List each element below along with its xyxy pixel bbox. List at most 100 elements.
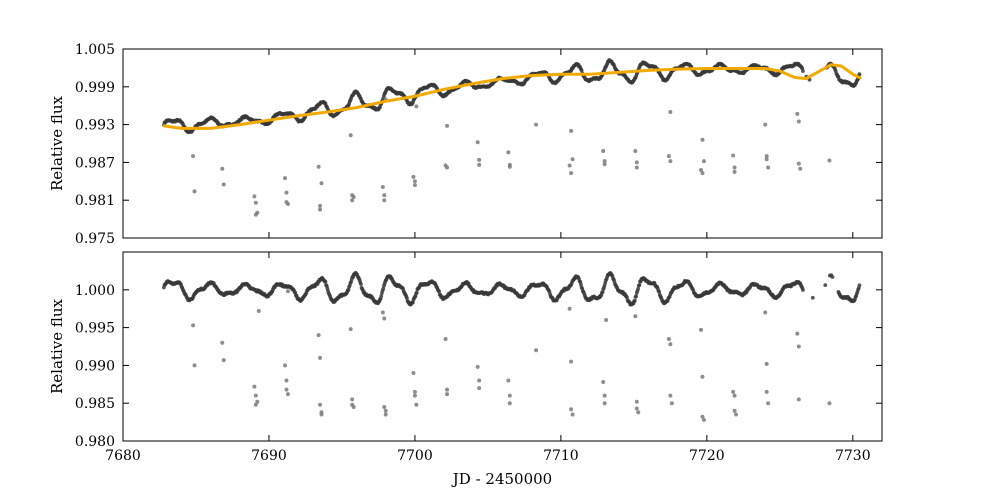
- outlier-point: [763, 310, 768, 315]
- top-panel: 0.975 0.981 0.987 0.993 0.999 1.005 Relative …: [48, 42, 883, 247]
- outlier-point: [701, 417, 706, 422]
- outlier-point: [506, 150, 511, 155]
- y-tick-label: 0.995: [75, 321, 115, 337]
- outlier-point: [601, 380, 606, 385]
- data-point: [379, 294, 384, 299]
- data-point: [810, 295, 815, 300]
- outlier-point: [827, 158, 832, 163]
- outlier-point: [318, 203, 323, 208]
- outlier-point: [732, 393, 737, 398]
- outlier-point: [732, 165, 737, 170]
- outlier-point: [445, 123, 450, 128]
- top-axes-frame: [122, 48, 883, 239]
- outlier-point: [601, 149, 606, 154]
- outlier-point: [477, 157, 482, 162]
- outlier-point: [445, 392, 450, 397]
- data-point: [410, 300, 415, 305]
- outlier-point: [634, 406, 639, 411]
- outlier-point: [636, 410, 641, 415]
- outlier-point: [699, 167, 704, 172]
- outlier-point: [477, 386, 482, 391]
- outlier-point: [666, 336, 671, 341]
- outlier-point: [445, 387, 450, 392]
- outlier-point: [534, 122, 539, 127]
- outlier-point: [507, 393, 512, 398]
- outlier-point: [477, 378, 482, 383]
- top-outlier-points: [191, 97, 832, 217]
- outlier-point: [253, 200, 258, 205]
- bottom-outlier-points: [191, 289, 832, 422]
- data-point: [437, 289, 441, 294]
- data-point: [600, 290, 605, 294]
- outlier-point: [318, 355, 323, 360]
- outlier-point: [668, 159, 673, 164]
- outlier-point: [252, 384, 257, 389]
- outlier-point: [383, 408, 388, 413]
- outlier-point: [414, 104, 419, 109]
- data-point: [632, 298, 637, 303]
- outlier-point: [700, 137, 705, 142]
- outlier-point: [764, 361, 769, 366]
- outlier-point: [766, 401, 771, 406]
- y-tick-label: 0.985: [75, 396, 115, 412]
- outlier-point: [570, 412, 575, 417]
- outlier-point: [285, 392, 290, 397]
- data-point: [359, 282, 363, 287]
- top-x-ticks: [122, 49, 854, 238]
- outlier-point: [602, 393, 607, 398]
- outlier-point: [414, 402, 419, 407]
- outlier-point: [602, 401, 607, 406]
- top-y-ticks: 0.975 0.981 0.987 0.993 0.999 1.005: [75, 42, 882, 247]
- outlier-point: [382, 316, 387, 321]
- outlier-point: [348, 133, 353, 138]
- outlier-point: [221, 358, 226, 363]
- outlier-point: [796, 161, 801, 166]
- y-tick-label: 0.990: [75, 358, 115, 374]
- outlier-point: [700, 414, 705, 419]
- outlier-point: [253, 402, 258, 407]
- data-point: [823, 283, 828, 288]
- x-axis-label: JD - 2450000: [451, 470, 552, 488]
- outlier-point: [348, 327, 353, 332]
- outlier-point: [253, 393, 258, 398]
- outlier-point: [602, 159, 607, 164]
- x-tick-label: 7680: [105, 448, 141, 464]
- top-model-line: [162, 63, 862, 130]
- outlier-point: [319, 181, 324, 186]
- outlier-point: [316, 333, 321, 338]
- outlier-point: [668, 110, 673, 114]
- outlier-point: [252, 194, 257, 199]
- outlier-point: [701, 159, 706, 164]
- outlier-point: [318, 207, 323, 212]
- data-point: [405, 296, 409, 300]
- outlier-point: [764, 154, 769, 159]
- outlier-point: [669, 401, 674, 406]
- outlier-point: [283, 363, 288, 368]
- outlier-point: [283, 176, 288, 181]
- outlier-point: [569, 128, 574, 133]
- y-tick-label: 0.999: [75, 80, 115, 96]
- data-point: [634, 294, 639, 299]
- data-point: [414, 290, 419, 295]
- outlier-point: [734, 412, 739, 417]
- outlier-point: [668, 393, 673, 398]
- outlier-point: [796, 119, 801, 124]
- outlier-point: [731, 153, 736, 158]
- outlier-point: [351, 404, 356, 409]
- outlier-point: [256, 308, 261, 313]
- outlier-point: [191, 154, 196, 159]
- outlier-point: [506, 378, 511, 383]
- data-point: [801, 69, 805, 73]
- data-point: [801, 288, 805, 292]
- outlier-point: [827, 401, 832, 406]
- outlier-point: [796, 344, 801, 349]
- x-tick-label: 7720: [689, 448, 725, 464]
- outlier-point: [731, 389, 736, 394]
- outlier-point: [253, 212, 258, 217]
- outlier-point: [567, 306, 572, 311]
- outlier-point: [284, 387, 289, 392]
- outlier-point: [475, 140, 480, 145]
- y-tick-label: 0.993: [75, 118, 115, 134]
- outlier-point: [316, 164, 321, 169]
- outlier-point: [284, 190, 289, 195]
